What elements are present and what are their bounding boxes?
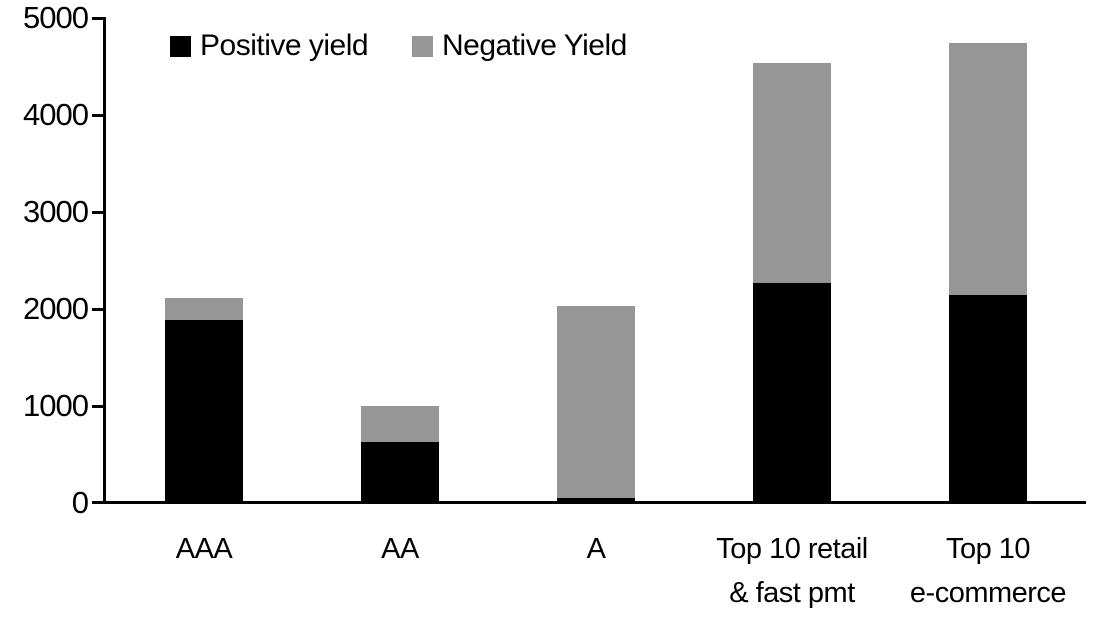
x-label-a: A — [586, 533, 606, 565]
y-tick-label-0: 0 — [71, 485, 89, 520]
y-tick-mark-0 — [92, 501, 105, 504]
bar-top10-ecommerce — [949, 43, 1027, 503]
legend-label-positive-yield: Positive yield — [200, 29, 369, 62]
y-tick-label-3000: 3000 — [23, 194, 89, 229]
legend-item-negative-yield: Negative Yield — [412, 29, 627, 63]
bar-top10-retail — [753, 62, 831, 503]
legend-item-positive-yield: Positive yield — [170, 29, 369, 63]
x-label-top10-ecommerce: Top 10 e-commerce — [909, 533, 1067, 609]
bar-top10-ecommerce-negative-segment — [949, 43, 1027, 296]
bar-aaa — [165, 298, 243, 503]
y-tick-label-1000: 1000 — [23, 388, 89, 423]
plot-area — [104, 18, 1086, 503]
bar-a-positive-segment — [557, 498, 635, 503]
bar-aaa-positive-segment — [165, 319, 243, 503]
y-tick-label-4000: 4000 — [23, 97, 89, 132]
bar-top10-retail-positive-segment — [753, 282, 831, 503]
bar-top10-retail-negative-segment — [753, 62, 831, 283]
legend-swatch-negative-yield-icon — [412, 35, 433, 57]
legend-swatch-positive-yield-icon — [170, 35, 191, 57]
y-tick-label-2000: 2000 — [23, 291, 89, 326]
y-tick-mark-3000 — [92, 210, 105, 214]
y-tick-mark-2000 — [92, 307, 105, 311]
y-tick-label-5000: 5000 — [23, 0, 89, 35]
bar-top10-ecommerce-positive-segment — [949, 295, 1027, 503]
bar-aaa-negative-segment — [165, 298, 243, 320]
legend-label-negative-yield: Negative Yield — [442, 29, 627, 62]
bar-a — [557, 306, 635, 503]
x-label-aaa: AAA — [175, 533, 233, 565]
y-tick-mark-1000 — [92, 404, 105, 408]
bar-a-negative-segment — [557, 306, 635, 499]
y-tick-mark-4000 — [92, 113, 105, 117]
x-label-top10-retail: Top 10 retail & fast pmt — [716, 533, 868, 609]
x-label-aa: AA — [381, 533, 419, 565]
bar-aa-negative-segment — [361, 405, 439, 442]
y-axis-line — [103, 17, 106, 504]
bar-aa — [361, 405, 439, 503]
y-tick-mark-5000 — [92, 16, 105, 20]
bar-aa-positive-segment — [361, 441, 439, 503]
